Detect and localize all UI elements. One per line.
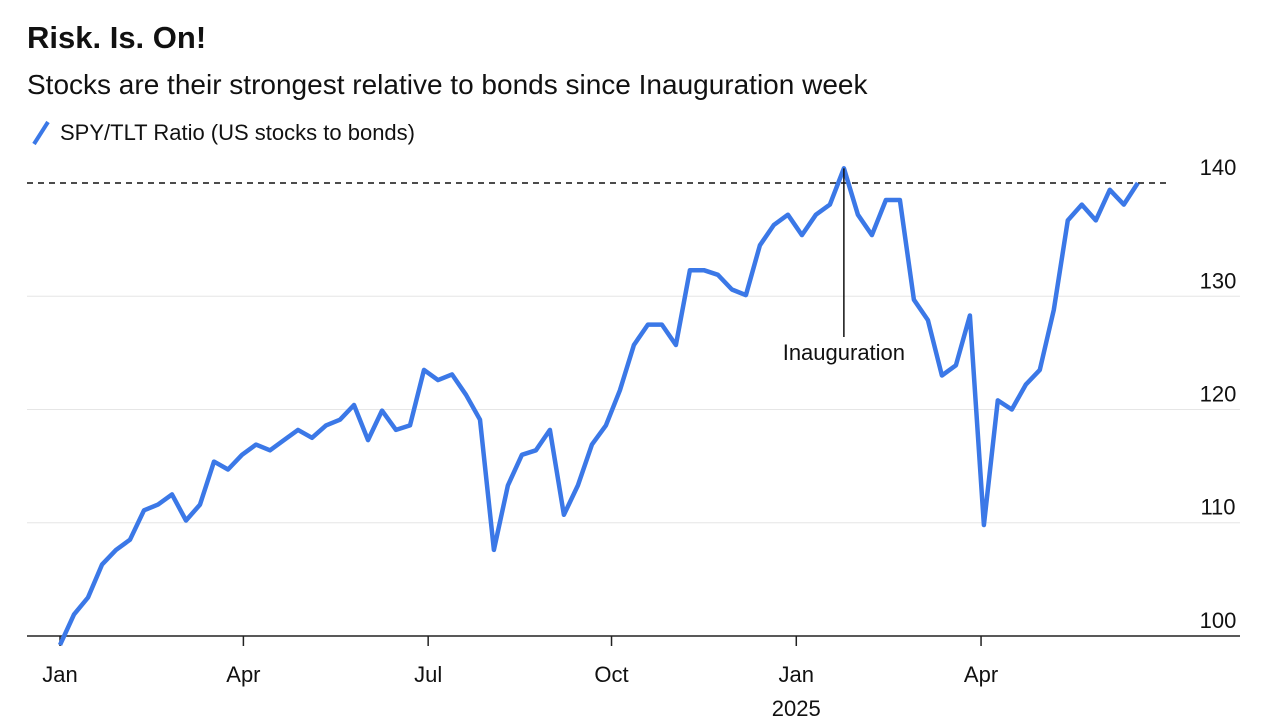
x-tick-label: Apr (226, 662, 260, 687)
legend-icon (32, 120, 50, 146)
x-tick-label: Apr (964, 662, 998, 687)
x-tick-label: Jan (779, 662, 814, 687)
y-tick-label: 120 (1200, 382, 1237, 407)
chart-title: Risk. Is. On! (27, 20, 206, 55)
chart-subtitle: Stocks are their strongest relative to b… (27, 69, 868, 100)
y-tick-label: 110 (1200, 495, 1235, 520)
x-year-label: 2025 (772, 696, 821, 721)
y-tick-label: 100 (1200, 608, 1237, 633)
legend-label: SPY/TLT Ratio (US stocks to bonds) (60, 120, 415, 145)
annotation-label: Inauguration (783, 340, 905, 365)
x-tick-label: Jul (414, 662, 442, 687)
data-line (57, 166, 1140, 646)
y-tick-label: 140 (1200, 155, 1237, 180)
x-tick-label: Oct (594, 662, 628, 687)
x-tick-label: Jan (42, 662, 77, 687)
y-tick-label: 130 (1200, 268, 1237, 293)
